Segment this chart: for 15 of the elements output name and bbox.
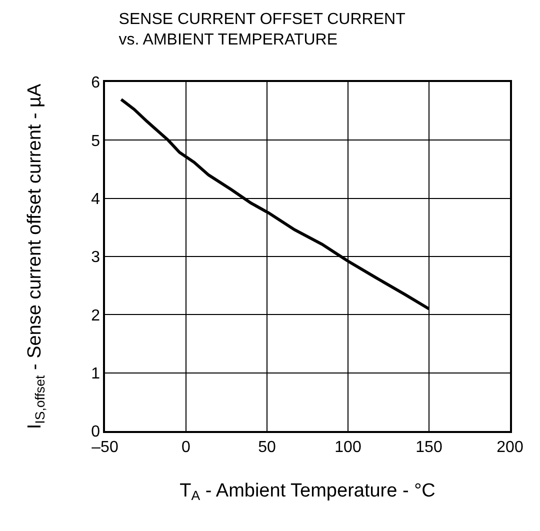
y-tick-label: 1 (91, 365, 100, 382)
y-tick-label: 6 (91, 74, 100, 92)
x-tick-label: 50 (258, 438, 276, 456)
y-tick-label: 3 (91, 249, 100, 266)
x-tick-label: –50 (92, 438, 118, 456)
chart-title: SENSE CURRENT OFFSET CURRENT vs. AMBIENT TEMPERATURE (118, 10, 406, 49)
y-tick-label: 4 (91, 190, 100, 208)
x-tick-label: 100 (334, 438, 362, 456)
x-tick-label: 0 (182, 438, 191, 456)
x-axis-title: T$_{A}$ - Ambient Temperature - °C (180, 480, 436, 504)
x-tick-label: 200 (496, 438, 524, 456)
y-tick-label: 2 (91, 307, 100, 324)
y-tick-label: 5 (91, 132, 100, 150)
y-tick-label: 0 (91, 424, 100, 441)
x-tick-label: 150 (416, 438, 442, 456)
